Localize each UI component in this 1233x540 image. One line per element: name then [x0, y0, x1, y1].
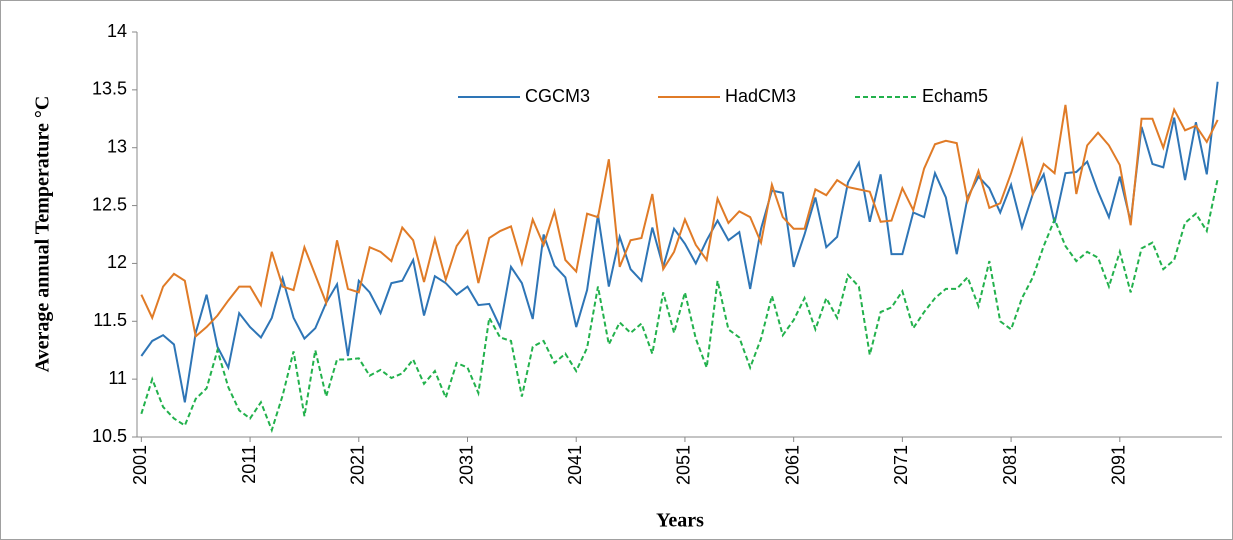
legend-label: CGCM3 [525, 86, 590, 106]
x-tick-label: 2061 [782, 445, 802, 485]
y-tick-label: 12 [107, 252, 127, 272]
series-line [140, 178, 1219, 434]
y-tick-label: 11 [108, 368, 127, 388]
x-tick-label: 2041 [565, 445, 585, 485]
x-tick-label: 2011 [239, 445, 259, 484]
x-tick-label: 2091 [1109, 445, 1129, 485]
y-tick-label: 14 [107, 21, 127, 41]
legend-label: HadCM3 [725, 86, 796, 106]
series-line [140, 104, 1219, 339]
x-tick-label: 2001 [130, 445, 150, 485]
y-axis-label: Average annual Temperature °C [32, 96, 54, 373]
y-tick-label: 13 [107, 136, 127, 156]
y-tick-label: 12.5 [92, 194, 127, 214]
y-tick-label: 13.5 [92, 79, 127, 99]
legend-label: Echam5 [922, 86, 988, 106]
y-tick-label: 10.5 [92, 426, 127, 446]
x-tick-label: 2051 [674, 445, 694, 485]
x-tick-label: 2031 [456, 445, 476, 485]
x-axis-label: Years [656, 510, 704, 532]
y-tick-label: 11.5 [93, 310, 127, 330]
x-tick-label: 2071 [891, 445, 911, 485]
x-tick-label: 2081 [1000, 445, 1020, 485]
x-tick-label: 2021 [348, 445, 368, 485]
